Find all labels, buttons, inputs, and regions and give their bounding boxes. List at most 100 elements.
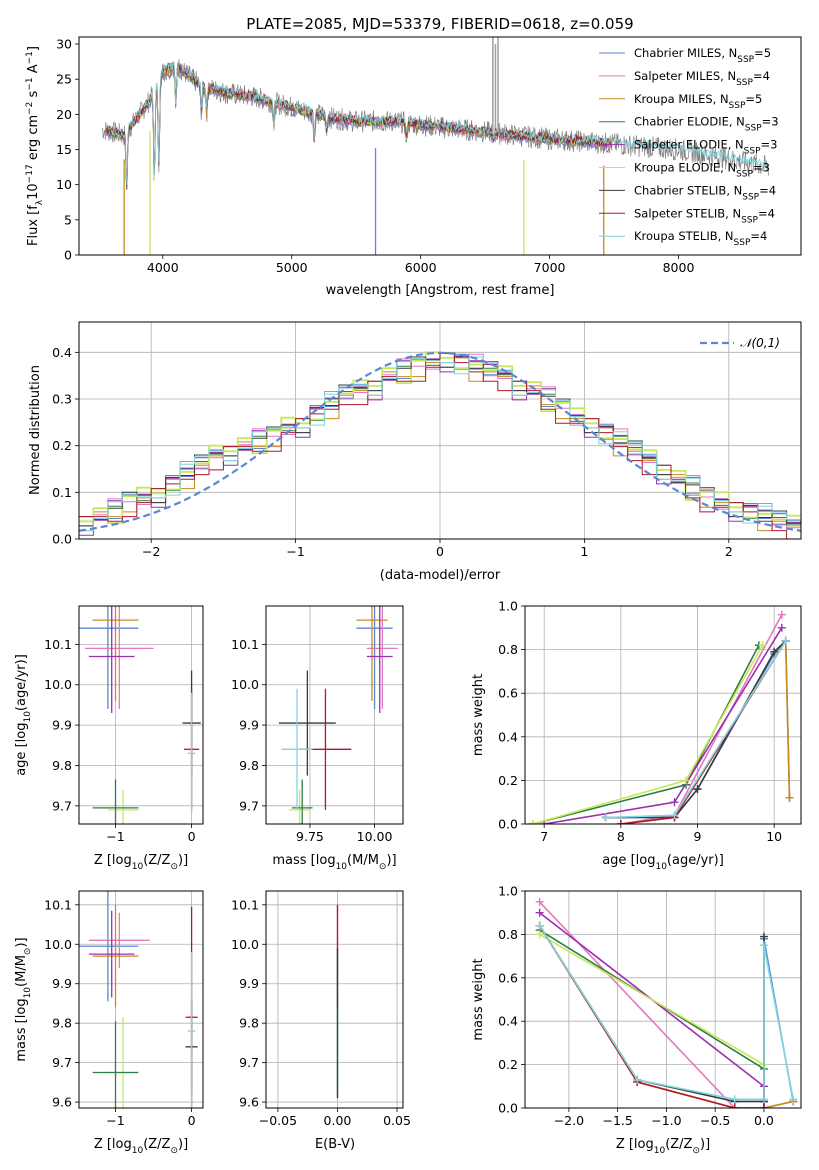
- weight-marker: [759, 1095, 768, 1104]
- y-tick-label: 9.8: [239, 758, 259, 773]
- y-tick-label: 1.0: [498, 599, 518, 614]
- y-axis-label: age [log10(age/yr)]: [14, 654, 33, 776]
- x-tick-label: −1: [286, 544, 304, 559]
- y-tick-label: 15: [56, 142, 72, 157]
- plot-area: [79, 351, 801, 539]
- y-tick-label: 9.6: [239, 1095, 259, 1110]
- model-spectrum-line: [105, 61, 612, 188]
- plot-area: [278, 606, 398, 824]
- gridlines: [525, 890, 801, 1109]
- x-axis-label: Z [log10(Z/Z⊙)]: [94, 1137, 188, 1156]
- weight-marker: [770, 647, 779, 656]
- axis-ticks: −1 0 9.7 9.8 9.9 10.0 10.1: [44, 637, 195, 844]
- chart-spectrum: 4000 5000 6000 7000 8000 0 5 10 15 20 25 30 waveleng…: [25, 36, 802, 298]
- x-axis-label: Z [log10(Z/Z⊙)]: [616, 1137, 710, 1156]
- weight-series-line: [532, 644, 760, 824]
- weight-marker: [633, 1075, 642, 1084]
- weight-marker: [759, 932, 768, 941]
- weight-series-line: [620, 640, 787, 824]
- y-tick-label: 0.4: [498, 729, 518, 744]
- x-tick-label: −1: [106, 829, 124, 844]
- chart-mass-vs-Z: −1 0 9.6 9.7 9.8 9.9 10.0 10.1 Z [log10(Z/Z⊙)] ma…: [14, 890, 204, 1156]
- weight-marker: [528, 820, 537, 824]
- y-tick-label: 9.7: [52, 798, 72, 813]
- y-tick-label: 9.8: [52, 1016, 72, 1031]
- weight-series-line: [538, 925, 765, 1103]
- x-axis-label: (data-model)/error: [380, 568, 501, 583]
- weight-marker: [759, 1104, 768, 1108]
- legend: 𝒩(0,1): [700, 336, 780, 350]
- y-tick-label: 25: [56, 72, 72, 87]
- legend: Chabrier MILES, NSSP=5 Salpeter MILES, NS…: [599, 46, 779, 248]
- y-axis-label: mass weight: [471, 674, 486, 756]
- weight-marker: [535, 897, 544, 906]
- y-tick-label: 0.8: [498, 642, 518, 657]
- y-tick-label: 10.1: [231, 637, 259, 652]
- axes-frame: [78, 321, 802, 540]
- y-tick-label: 0.3: [52, 392, 72, 407]
- x-tick-label: −2: [142, 544, 160, 559]
- model-spectrum-line: [105, 60, 769, 186]
- legend-entry: Kroupa MILES, NSSP=5: [634, 92, 762, 111]
- axis-ticks: −2 −1 0 1 2 0.0 0.1 0.2 0.3 0.4: [52, 345, 733, 559]
- chart-weight-vs-age: 7 8 9 10 0.0 0.2 0.4 0.6 0.8 1.0 age [log10(age/yr…: [471, 599, 802, 872]
- x-axis-label: mass [log10(M/M⊙)]: [272, 853, 396, 872]
- y-tick-label: 0.4: [498, 1014, 518, 1029]
- gridlines: [266, 891, 403, 1108]
- chart-residuals: −2 −1 0 1 2 0.0 0.1 0.2 0.3 0.4 (data-model)/error…: [28, 321, 802, 583]
- x-tick-label: 0.00: [324, 1113, 352, 1128]
- weight-marker: [730, 1104, 739, 1108]
- legend-entry: 𝒩(0,1): [740, 336, 780, 350]
- chart-age-vs-Z: −1 0 9.7 9.8 9.9 10.0 10.1 Z [log10(Z/Z⊙)] age […: [14, 605, 204, 872]
- chart-mass-vs-ebv: −0.05 0.00 0.05 9.6 9.7 9.8 9.9 10.0 10.1 E(B-V): [231, 890, 411, 1152]
- weight-marker: [777, 623, 786, 632]
- x-tick-label: 8: [617, 829, 625, 844]
- y-tick-label: 0.0: [498, 1101, 518, 1116]
- y-tick-label: 9.6: [52, 1095, 72, 1110]
- histogram-step-line: [79, 352, 788, 539]
- gridlines: [79, 891, 203, 1108]
- normal-reference-curve: [79, 351, 801, 532]
- axis-ticks: −2.0 −1.5 −1.0 −0.5 0.0 0.0 0.2 0.4 0.6 0.8 1.0: [498, 884, 774, 1129]
- x-tick-label: 10: [766, 829, 782, 844]
- axis-ticks: −0.05 0.00 0.05 9.6 9.7 9.8 9.9 10.0 10.1: [231, 897, 411, 1128]
- axes-frame: [78, 890, 204, 1109]
- x-tick-label: 0.0: [754, 1113, 774, 1128]
- weight-marker: [601, 813, 610, 822]
- y-tick-label: 5: [64, 212, 72, 227]
- y-tick-label: 30: [56, 37, 72, 52]
- y-tick-label: 0.0: [498, 817, 518, 832]
- x-tick-label: −1.0: [651, 1113, 681, 1128]
- weight-series-line: [544, 627, 783, 824]
- x-tick-label: 9: [694, 829, 702, 844]
- x-tick-label: 0: [436, 544, 444, 559]
- plot-area: [528, 610, 794, 824]
- legend-entry: Salpeter ELODIE, NSSP=3: [634, 138, 777, 157]
- y-tick-label: 9.9: [239, 976, 259, 991]
- x-tick-label: 7: [540, 829, 548, 844]
- y-tick-label: 1.0: [498, 884, 518, 899]
- y-tick-label: 0: [64, 248, 72, 263]
- legend-entry: Salpeter STELIB, NSSP=4: [634, 206, 775, 225]
- y-tick-label: 0.2: [498, 1057, 518, 1072]
- plot-area: [535, 897, 798, 1108]
- y-tick-label: 10.0: [231, 937, 259, 952]
- plot-area: [79, 606, 201, 824]
- axes-frame: [78, 36, 802, 256]
- y-axis-label: mass [log10(M/M⊙)]: [14, 937, 33, 1061]
- y-tick-label: 0.6: [498, 970, 518, 985]
- x-tick-label: 7000: [534, 260, 566, 275]
- weight-marker: [693, 785, 702, 794]
- chart-age-vs-mass: 9.75 10.00 9.7 9.8 9.9 10.0 10.1 mass [log10(M/…: [231, 605, 404, 872]
- weight-marker: [535, 930, 544, 939]
- legend-entry: Chabrier MILES, NSSP=5: [634, 46, 771, 65]
- weight-series-line: [605, 640, 787, 819]
- weight-marker: [535, 921, 544, 930]
- legend-entry: Salpeter MILES, NSSP=4: [634, 69, 770, 88]
- legend-entry: Kroupa ELODIE, NSSP=3: [634, 161, 770, 180]
- weight-marker: [777, 610, 786, 619]
- y-tick-label: 9.9: [239, 718, 259, 733]
- x-tick-label: 0.05: [383, 1113, 411, 1128]
- plot-area: [79, 891, 198, 1108]
